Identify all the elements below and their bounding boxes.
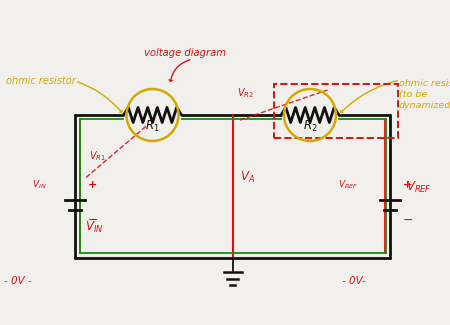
Text: +: + [402,180,412,190]
Text: $R_2$: $R_2$ [303,119,317,134]
Text: $V_{R1}$: $V_{R1}$ [89,149,106,163]
Bar [274,84,397,137]
Text: voltage diagram: voltage diagram [144,47,226,58]
Text: +: + [87,180,97,190]
Text: - 0V -: - 0V - [4,276,32,286]
Text: ohmic resistor
(to be
dynamized): ohmic resistor (to be dynamized) [399,79,450,110]
Text: −: − [87,214,98,227]
Text: $R_1$: $R_1$ [145,119,160,134]
Text: $V_{REF}$: $V_{REF}$ [406,180,432,195]
Text: $V_A$: $V_A$ [240,170,255,185]
Text: - 0V-: - 0V- [342,276,366,286]
Text: ohmic resistor: ohmic resistor [6,76,76,86]
Text: −: − [402,214,413,227]
Text: $V_{R2}$: $V_{R2}$ [237,86,253,100]
Text: $V_{IN}$: $V_{IN}$ [85,220,104,235]
Text: $V_{REF}$: $V_{REF}$ [338,178,358,191]
Text: $V_{IN}$: $V_{IN}$ [32,178,47,191]
